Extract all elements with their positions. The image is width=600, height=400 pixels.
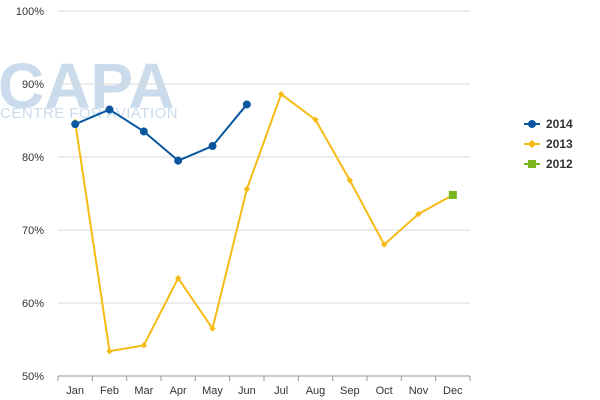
capa-watermark: CAPA CENTRE FOR AVIATION [0, 50, 178, 122]
x-tick-label: Nov [409, 385, 429, 397]
legend-label-2014: 2014 [546, 117, 573, 131]
data-point-2012 [448, 190, 457, 199]
series-2014 [71, 100, 251, 165]
x-tick-label: Dec [443, 385, 463, 397]
y-tick-label: 80% [22, 152, 44, 164]
x-tick-label: Jun [238, 385, 256, 397]
data-point-2013 [243, 185, 251, 193]
x-tick-label: Mar [134, 385, 153, 397]
legend-label-2012: 2012 [546, 157, 573, 171]
series-2012 [448, 190, 457, 199]
series-layer [71, 91, 457, 355]
y-axis-ticks: 50% 60% 70% 80% 90% 100% [16, 6, 44, 383]
legend-item-2013[interactable]: 2013 [524, 134, 573, 154]
data-point-2014 [208, 142, 217, 151]
x-tick-label: Aug [306, 385, 326, 397]
data-point-2014 [71, 120, 80, 129]
x-tick-label: May [202, 385, 223, 397]
data-point-2013 [209, 325, 216, 332]
x-tick-label: Apr [170, 385, 187, 397]
legend-swatch-2013 [524, 139, 540, 149]
y-tick-label: 100% [16, 6, 44, 18]
watermark-logo: CAPA [0, 50, 175, 122]
legend-label-2013: 2013 [546, 137, 573, 151]
data-point-2013 [346, 177, 354, 184]
data-point-2013 [277, 91, 285, 98]
watermark-tagline: CENTRE FOR AVIATION [0, 105, 178, 122]
series-line-2014 [74, 103, 248, 162]
y-tick-label: 50% [22, 371, 44, 383]
series-line-2013 [74, 93, 454, 353]
legend-item-2014[interactable]: 2014 [524, 114, 573, 134]
data-point-2013 [174, 274, 182, 282]
data-point-2013 [140, 342, 148, 349]
legend-item-2012[interactable]: 2012 [524, 154, 573, 174]
data-point-2013 [415, 210, 422, 218]
x-axis-ticks: Jan Feb Mar Apr May Jun Jul Aug Sep Oct Nov Dec [57, 376, 471, 397]
y-tick-label: 90% [22, 79, 44, 91]
data-point-2014 [242, 100, 251, 109]
data-point-2013 [380, 241, 388, 248]
y-tick-label: 60% [22, 298, 44, 310]
data-point-2013 [106, 347, 113, 355]
data-point-2014 [105, 105, 114, 114]
x-tick-label: Jul [274, 385, 288, 397]
legend-swatch-2014 [524, 119, 540, 129]
data-point-2014 [174, 156, 183, 165]
legend: 2014 2013 2012 [524, 114, 573, 174]
legend-swatch-2012 [524, 159, 540, 169]
x-tick-label: Sep [340, 385, 360, 397]
x-tick-label: Feb [100, 385, 119, 397]
x-tick-label: Oct [376, 385, 393, 397]
data-point-2014 [139, 127, 148, 136]
series-2013 [71, 91, 457, 355]
x-tick-label: Jan [66, 385, 84, 397]
y-tick-label: 70% [22, 225, 44, 237]
data-point-2013 [312, 116, 319, 123]
